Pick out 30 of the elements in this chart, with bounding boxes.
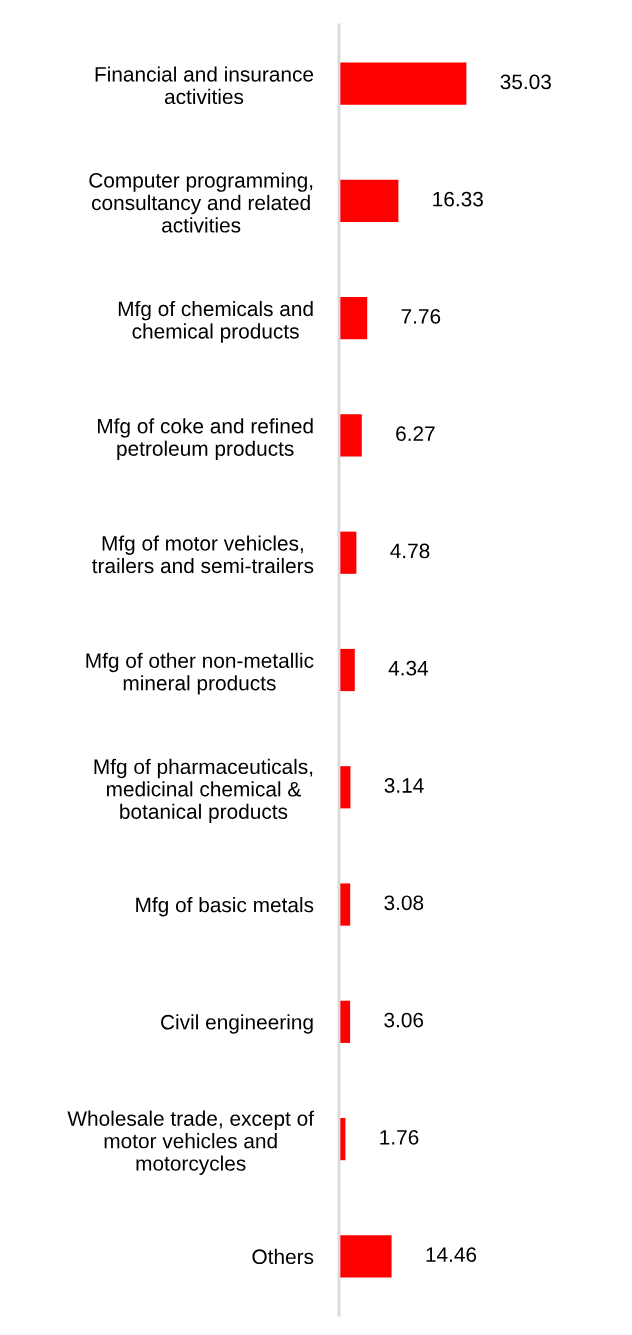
data-label: 4.78: [390, 543, 430, 559]
bar: [339, 414, 362, 457]
bar: [339, 1235, 392, 1278]
data-label: 14.46: [426, 1247, 477, 1262]
bar: [339, 62, 467, 105]
data-label: 1.76: [380, 1129, 419, 1145]
y-tick-label: Mfg of basic metals: [136, 897, 314, 917]
data-label: 35.03: [500, 74, 551, 90]
data-label: 3.06: [384, 1012, 424, 1028]
y-tick-label: Mfg of pharmaceuticals, medicinal chemical & botanical products: [94, 758, 313, 824]
bar: [339, 883, 351, 926]
data-label: 4.34: [388, 660, 429, 676]
bar: [339, 179, 399, 223]
y-tick-label: Wholesale trade, except of motor vehicles and motorcycles: [67, 1110, 315, 1175]
y-tick-label: Mfg of coke and refined petroleum products: [98, 418, 313, 461]
bar: [339, 648, 355, 692]
y-tick-label: Computer programming, consultancy and related activities: [89, 172, 313, 233]
data-label: 3.08: [384, 895, 424, 911]
bar: [339, 297, 368, 340]
y-tick-label: Mfg of other non-metallic mineral products: [86, 652, 314, 695]
bar: [339, 531, 357, 574]
data-label: 3.14: [384, 778, 424, 793]
y-tick-label: Civil engineering: [161, 1014, 313, 1034]
y-tick-label: Mfg of motor vehicles, trailers and semi-trailers: [92, 535, 314, 574]
y-tick-label: Mfg of chemicals and chemical products: [118, 300, 313, 343]
data-label: 6.27: [396, 426, 435, 442]
y-tick-label: Others: [252, 1248, 314, 1265]
y-tick-label: Financial and insurance activities: [95, 66, 314, 105]
data-label: 7.76: [401, 309, 441, 324]
data-label: 16.33: [433, 191, 483, 207]
